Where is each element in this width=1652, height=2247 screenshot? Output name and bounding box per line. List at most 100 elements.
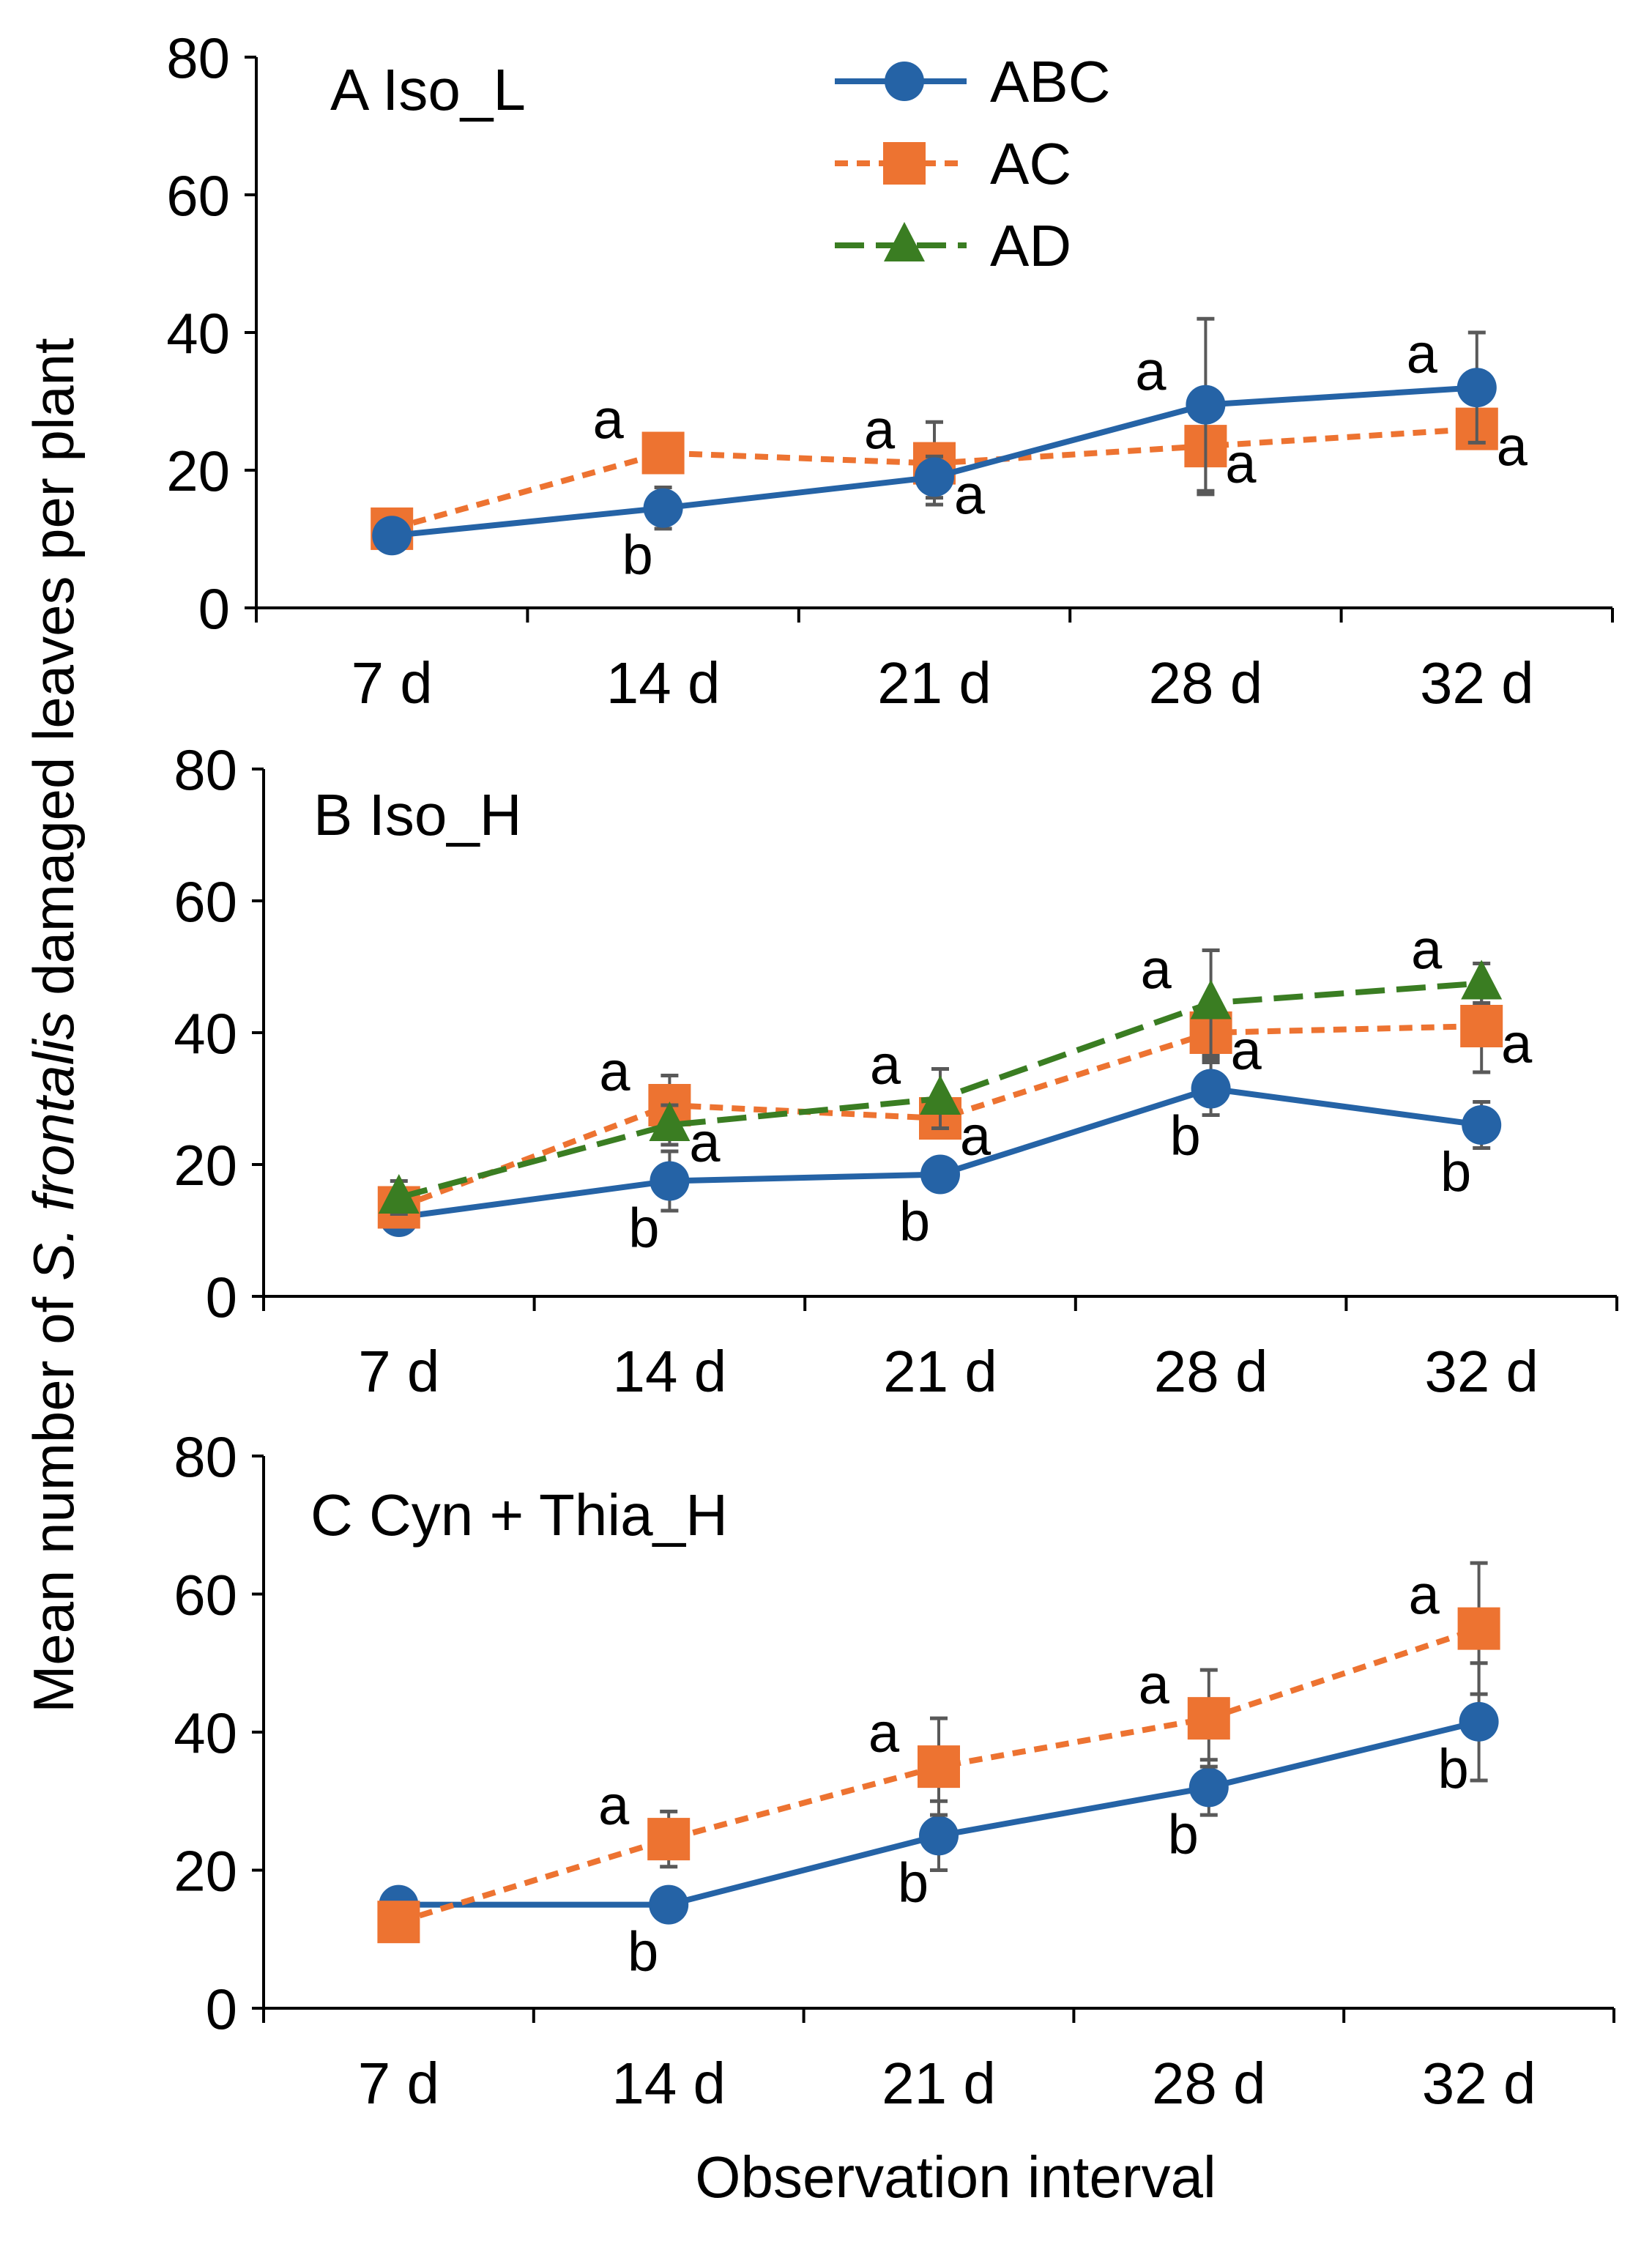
panel-c: 0 20 40 60 80 7 d 14 d 21 d 28 d 32 d C Cyn + Thia… <box>174 1425 1615 2116</box>
data-point <box>1188 1767 1229 1808</box>
x-tick-label: 28 d <box>1152 2051 1266 2116</box>
significance-letter: a <box>1411 919 1443 981</box>
data-point <box>378 1174 420 1214</box>
legend-entry-ad: AD <box>835 213 1071 278</box>
data-point <box>918 1745 960 1789</box>
legend-label: AD <box>990 213 1071 278</box>
significance-letter: a <box>689 1112 721 1174</box>
y-axis-title-part1: Mean number of <box>21 1281 86 1713</box>
y-tick-label: 80 <box>174 738 237 802</box>
data-point <box>1460 1005 1503 1047</box>
y-tick-label: 60 <box>174 869 237 934</box>
y-tick-label: 0 <box>206 1977 237 2041</box>
data-point <box>1462 1105 1502 1145</box>
y-tick-label: 0 <box>206 1265 237 1329</box>
x-tick-label: 14 d <box>606 650 721 716</box>
y-tick-label: 0 <box>198 576 230 641</box>
y-tick-label: 40 <box>174 1701 237 1765</box>
significance-letter: a <box>1497 416 1528 478</box>
x-tick-label: 32 d <box>1420 650 1534 716</box>
panel-title: B Iso_H <box>313 782 522 847</box>
data-point <box>1186 385 1226 425</box>
panel-title: C Cyn + Thia_H <box>310 1482 728 1548</box>
series-abc: b b b b <box>379 1661 1499 1983</box>
significance-letter: a <box>1140 939 1172 1001</box>
legend-marker <box>885 62 924 101</box>
significance-letter: a <box>1408 1564 1440 1627</box>
data-point <box>1456 368 1497 408</box>
data-point <box>1459 1701 1499 1742</box>
x-tick-label: 7 d <box>358 2051 439 2116</box>
significance-letter: a <box>1139 1654 1170 1716</box>
significance-letter: a <box>592 389 624 451</box>
series-ac: a a a a <box>377 1561 1500 1944</box>
legend-entry-abc: ABC <box>835 49 1111 114</box>
x-axis-title: Observation interval <box>695 2144 1216 2210</box>
data-point <box>649 1102 691 1141</box>
significance-letter: a <box>1225 433 1257 495</box>
data-point <box>1190 979 1232 1019</box>
data-point <box>647 1818 691 1861</box>
significance-letter: a <box>1501 1013 1533 1075</box>
y-tick-label: 80 <box>166 26 230 90</box>
y-axis-title: Mean number of S. frontalis damaged leav… <box>21 338 86 1713</box>
data-point <box>641 431 685 475</box>
significance-letter: b <box>1437 1738 1468 1800</box>
data-point <box>919 1816 959 1856</box>
x-tick-label: 7 d <box>351 650 433 716</box>
data-point <box>649 1884 689 1925</box>
legend: ABC AC AD <box>835 49 1111 278</box>
legend-label: ABC <box>990 49 1111 114</box>
significance-letter: b <box>628 1197 659 1260</box>
data-point <box>1461 959 1503 1000</box>
series-ad: aaa a <box>378 919 1503 1216</box>
x-tick-label: 7 d <box>358 1339 439 1404</box>
data-point <box>1191 1069 1231 1109</box>
y-tick-label: 40 <box>174 1001 237 1066</box>
y-tick-label: 40 <box>166 301 230 365</box>
x-tick-label: 14 d <box>611 2051 726 2116</box>
data-point <box>650 1161 690 1201</box>
data-point <box>920 1075 961 1115</box>
x-tick-label: 21 d <box>882 2051 996 2116</box>
data-point <box>377 1901 420 1944</box>
y-axis-title-part2: damaged leaves per plant <box>21 338 86 1011</box>
y-tick-label: 20 <box>174 1839 237 1904</box>
significance-letter: b <box>899 1191 930 1253</box>
data-point <box>1457 1607 1500 1650</box>
x-tick-label: 14 d <box>613 1339 727 1404</box>
significance-letter: a <box>954 464 986 526</box>
x-tick-label: 21 d <box>877 650 991 716</box>
y-tick-label: 80 <box>174 1425 237 1489</box>
data-point <box>920 1154 960 1195</box>
significance-letter: a <box>870 1034 901 1096</box>
y-tick-label: 60 <box>166 163 230 228</box>
x-tick-label: 32 d <box>1424 1339 1538 1404</box>
significance-letter: a <box>598 1775 630 1837</box>
x-tick-label: 28 d <box>1149 650 1263 716</box>
significance-letter: a <box>1407 323 1438 385</box>
significance-letter: b <box>898 1852 929 1914</box>
panel-title: A Iso_L <box>330 57 526 122</box>
significance-letter: a <box>1230 1019 1262 1082</box>
series-abc: b b b b <box>379 1061 1502 1260</box>
significance-letter: b <box>628 1921 658 1983</box>
significance-letter: a <box>864 399 896 461</box>
y-tick-label: 20 <box>166 439 230 503</box>
legend-label: AC <box>990 131 1071 196</box>
x-tick-label: 28 d <box>1154 1339 1268 1404</box>
x-tick-label: 21 d <box>883 1339 997 1404</box>
data-point <box>643 488 683 528</box>
y-axis-title-species: S. frontalis <box>21 1011 86 1281</box>
series-abc: baa a <box>372 316 1497 587</box>
significance-letter: a <box>1135 341 1167 403</box>
legend-marker <box>883 142 926 185</box>
significance-letter: a <box>868 1702 900 1764</box>
significance-letter: b <box>1440 1141 1471 1203</box>
significance-letter: a <box>599 1041 630 1103</box>
x-tick-label: 32 d <box>1422 2051 1536 2116</box>
significance-letter: b <box>1169 1105 1200 1167</box>
